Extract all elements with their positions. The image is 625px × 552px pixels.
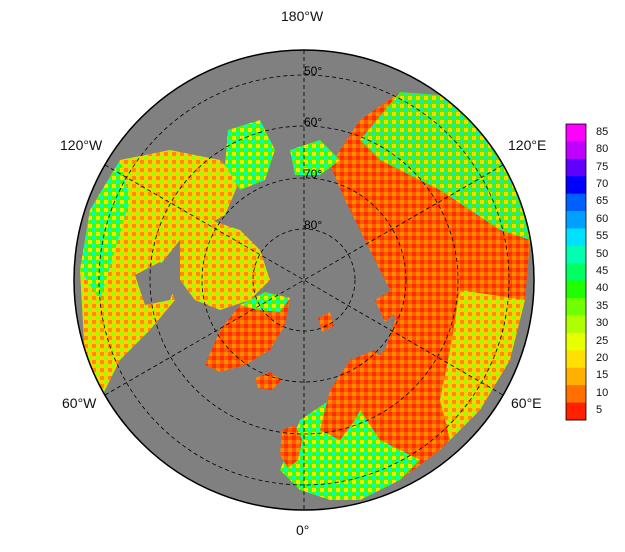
colorbar-swatch — [566, 124, 586, 142]
land-chukotka — [290, 140, 340, 175]
lon-label-60e: 60°E — [511, 395, 542, 411]
colorbar-swatch — [566, 245, 586, 264]
land-british-isles — [280, 425, 302, 468]
colorbar-tick-label: 80 — [596, 143, 609, 156]
land-novaya-zemlya — [375, 290, 398, 322]
map-border — [73, 49, 535, 511]
latitude-labels: 50° 60° 70° 80° — [304, 64, 322, 232]
land-scandinavia — [320, 350, 385, 440]
colorbar-tick-label: 70 — [596, 177, 609, 190]
colorbar-tick-label: 55 — [596, 230, 609, 243]
colorbar-swatch — [566, 158, 586, 177]
land-alaska — [225, 120, 275, 190]
land-svalbard — [318, 312, 334, 332]
colorbar-swatch — [566, 385, 586, 404]
lon-label-60w: 60°W — [62, 395, 97, 411]
lat-label-50: 50° — [304, 64, 322, 78]
colorbar-swatch — [566, 402, 586, 421]
colorbar-swatch — [566, 332, 586, 351]
colorbar-tick-label: 20 — [596, 352, 609, 365]
colorbar-swatch — [566, 193, 586, 212]
colorbar-swatch — [566, 211, 586, 229]
colorbar-tick-label: 85 — [596, 125, 609, 138]
colorbar-swatch — [566, 141, 586, 160]
graticule — [98, 50, 510, 510]
land-greenland — [205, 292, 290, 372]
colorbar-swatch — [566, 350, 586, 369]
colorbar-swatch — [566, 367, 586, 386]
lon-label-180w: 180°W — [281, 8, 324, 24]
land-greenland-coast — [240, 292, 290, 312]
colorbar-tick-label: 65 — [596, 195, 609, 208]
colorbar-tick-label: 10 — [596, 386, 609, 399]
land-canada-arctic — [180, 220, 270, 310]
colorbar-tick-label: 45 — [596, 265, 609, 277]
land-iceland — [255, 372, 282, 390]
colorbar-tick-label: 75 — [596, 160, 609, 173]
colorbar-tick-label: 50 — [596, 247, 609, 260]
land-central-asia — [440, 290, 525, 440]
colorbar-tick-label: 35 — [596, 299, 609, 312]
lon-label-120e: 120°E — [508, 137, 547, 153]
colorbar-swatch — [566, 298, 586, 317]
water-hudson-bay — [135, 262, 178, 305]
lon-label-0: 0° — [296, 522, 310, 538]
lat-label-60: 60° — [304, 115, 322, 129]
colorbar-tick-label: 60 — [596, 212, 609, 225]
lat-label-70: 70° — [304, 167, 322, 181]
colorbar-swatch — [566, 280, 586, 299]
colorbar-tick-label: 40 — [596, 282, 609, 295]
colorbar-swatch — [566, 228, 586, 247]
colorbar-swatch — [566, 263, 586, 282]
colorbar-frame — [565, 123, 587, 421]
colorbar-tick-label: 25 — [596, 334, 609, 347]
colorbar — [565, 123, 587, 421]
lon-label-120w: 120°W — [60, 137, 103, 153]
colorbar-tick-label: 30 — [596, 317, 609, 330]
lat-label-80: 80° — [304, 218, 322, 232]
colorbar-swatch — [566, 176, 586, 195]
land-europe — [280, 400, 420, 500]
colorbar-tick-label: 5 — [596, 404, 603, 417]
colorbar-swatch — [566, 315, 586, 334]
colorbar-tick-label: 15 — [596, 369, 609, 382]
